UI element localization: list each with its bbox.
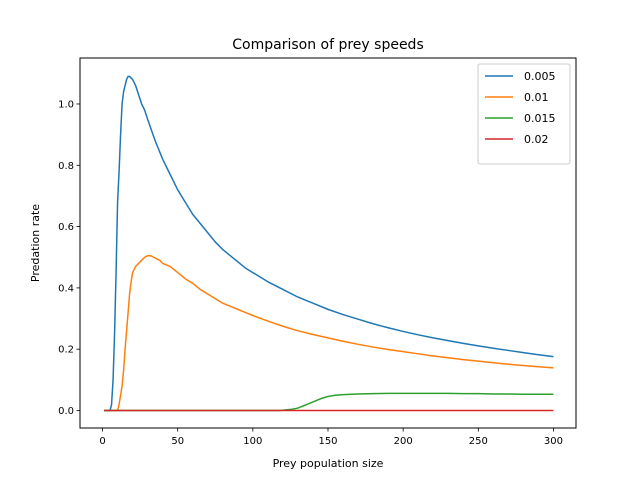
legend: 0.005 0.01 0.015 0.02 bbox=[477, 63, 571, 165]
legend-label: 0.01 bbox=[524, 91, 549, 104]
legend-label: 0.02 bbox=[524, 133, 549, 146]
y-tick-label: 0.4 bbox=[58, 283, 74, 294]
series-line-1 bbox=[104, 254, 554, 412]
y-axis-label: Predation rate bbox=[29, 204, 42, 282]
x-tick-label: 100 bbox=[243, 436, 262, 447]
y-tick-label: 0.6 bbox=[58, 222, 74, 233]
x-tick-label: 0 bbox=[99, 436, 105, 447]
y-tick-label: 0.0 bbox=[58, 406, 74, 417]
x-tick-label: 150 bbox=[318, 436, 337, 447]
x-tick-label: 300 bbox=[544, 436, 563, 447]
series-line-2 bbox=[104, 392, 554, 412]
legend-label: 0.015 bbox=[524, 112, 556, 125]
y-tick-label: 0.8 bbox=[58, 161, 74, 172]
legend-label: 0.005 bbox=[524, 70, 556, 83]
series-line-0 bbox=[104, 75, 554, 412]
y-tick-label: 0.2 bbox=[58, 345, 74, 356]
x-tick-label: 50 bbox=[171, 436, 184, 447]
x-tick-label: 250 bbox=[469, 436, 488, 447]
y-tick-label: 1.0 bbox=[58, 99, 74, 110]
x-axis: 0 50 100 150 200 250 300 bbox=[99, 428, 563, 447]
x-axis-label: Prey population size bbox=[273, 457, 384, 470]
chart-title: Comparison of prey speeds bbox=[232, 37, 424, 53]
y-axis: 0.0 0.2 0.4 0.6 0.8 1.0 bbox=[58, 99, 80, 417]
series-layer bbox=[104, 75, 554, 412]
x-tick-label: 200 bbox=[394, 436, 413, 447]
